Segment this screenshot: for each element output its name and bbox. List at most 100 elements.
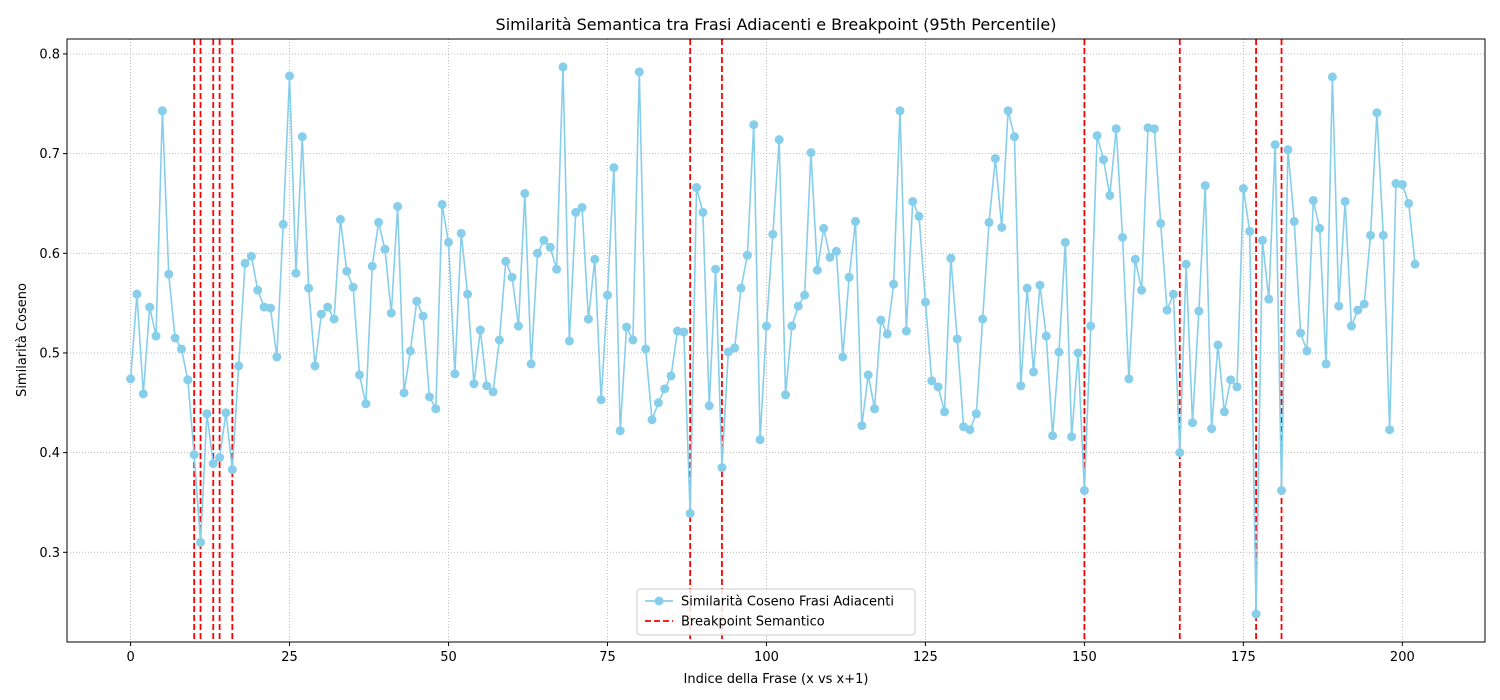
- data-point: [774, 135, 784, 145]
- data-point: [1232, 382, 1242, 392]
- data-point: [1251, 609, 1261, 619]
- data-point: [399, 388, 409, 398]
- data-point: [1041, 331, 1051, 341]
- data-point: [246, 251, 256, 261]
- data-point: [615, 426, 625, 436]
- data-point: [1168, 289, 1178, 299]
- data-point: [952, 334, 962, 344]
- data-point: [456, 228, 466, 238]
- data-point: [310, 361, 320, 371]
- data-point: [240, 258, 250, 268]
- data-point: [253, 285, 263, 295]
- data-point: [647, 415, 657, 425]
- data-point: [316, 309, 326, 319]
- data-point: [342, 266, 352, 276]
- data-point: [1200, 181, 1210, 191]
- data-point: [132, 289, 142, 299]
- data-point: [1098, 155, 1108, 165]
- data-point: [825, 252, 835, 262]
- data-point: [622, 322, 632, 332]
- y-tick-label: 0.4: [39, 446, 60, 461]
- y-axis: 0.3 0.4 0.5 0.6 0.7 0.8: [39, 47, 67, 561]
- data-point: [749, 120, 759, 130]
- data-point: [444, 237, 454, 247]
- data-point: [329, 314, 339, 324]
- data-point: [272, 352, 282, 362]
- grid: [67, 39, 1485, 642]
- data-point: [812, 265, 822, 275]
- x-tick-label: 125: [913, 650, 938, 665]
- data-point: [1277, 486, 1287, 496]
- data-point: [609, 163, 619, 173]
- data-point: [1086, 321, 1096, 331]
- data-point: [870, 404, 880, 414]
- data-point: [889, 279, 899, 289]
- legend-marker-similarity: [654, 596, 664, 606]
- data-point: [736, 283, 746, 293]
- data-point: [1022, 283, 1032, 293]
- data-point: [1353, 305, 1363, 315]
- data-point: [1105, 190, 1115, 200]
- data-point: [1245, 226, 1255, 236]
- data-point: [1073, 348, 1083, 358]
- data-point: [800, 290, 810, 300]
- data-point: [666, 371, 676, 381]
- data-point: [781, 390, 791, 400]
- data-point: [596, 395, 606, 405]
- data-point: [202, 409, 212, 419]
- data-point: [997, 222, 1007, 232]
- data-point: [590, 254, 600, 264]
- data-point: [545, 242, 555, 252]
- data-point: [971, 409, 981, 419]
- data-point: [520, 188, 530, 198]
- data-point: [1366, 230, 1376, 240]
- data-point: [335, 214, 345, 224]
- data-point: [234, 361, 244, 371]
- data-point: [838, 352, 848, 362]
- data-point: [1111, 124, 1121, 134]
- data-point: [1296, 328, 1306, 338]
- data-point: [170, 333, 180, 343]
- data-point: [157, 106, 167, 116]
- data-point: [1308, 195, 1318, 205]
- data-point: [176, 344, 186, 354]
- data-point: [755, 435, 765, 445]
- data-point: [482, 381, 492, 391]
- data-point: [393, 201, 403, 211]
- data-point: [1156, 218, 1166, 228]
- x-tick-label: 100: [754, 650, 779, 665]
- data-point: [850, 216, 860, 226]
- data-point: [374, 217, 384, 227]
- data-point: [215, 453, 225, 463]
- data-point: [641, 344, 651, 354]
- data-point: [1130, 254, 1140, 264]
- data-point: [145, 302, 155, 312]
- data-point: [1226, 375, 1236, 385]
- data-point: [844, 272, 854, 282]
- data-point: [583, 314, 593, 324]
- data-point: [285, 71, 295, 81]
- data-point: [1149, 124, 1159, 134]
- data-point: [1035, 280, 1045, 290]
- data-point: [704, 401, 714, 411]
- data-point: [208, 459, 218, 469]
- data-point: [1359, 299, 1369, 309]
- data-point: [424, 392, 434, 402]
- data-point: [1054, 347, 1064, 357]
- data-point: [761, 321, 771, 331]
- data-point: [513, 321, 523, 331]
- data-point: [1067, 432, 1077, 442]
- data-point: [819, 223, 829, 233]
- data-point: [831, 246, 841, 256]
- x-axis: 0 25 50 75 100 125 150 175 200: [126, 642, 1415, 665]
- data-point: [1334, 301, 1344, 311]
- data-point: [1162, 305, 1172, 315]
- data-point: [539, 235, 549, 245]
- data-point: [1372, 108, 1382, 118]
- data-point: [507, 272, 517, 282]
- data-point: [1029, 367, 1039, 377]
- legend-label-breakpoint: Breakpoint Semantico: [681, 615, 825, 630]
- data-point: [1404, 198, 1414, 208]
- data-point: [742, 250, 752, 260]
- data-point: [863, 370, 873, 380]
